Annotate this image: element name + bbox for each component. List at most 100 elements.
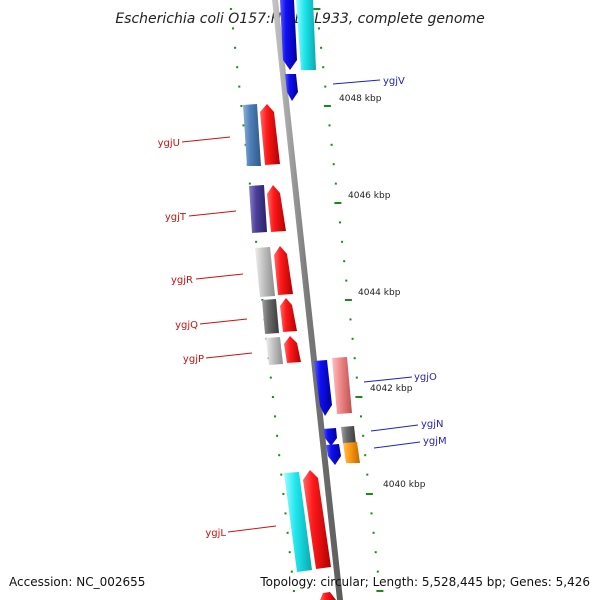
- label-leader-line: [195, 273, 244, 280]
- genome-backbone: [272, 0, 343, 600]
- ring-tick: [290, 570, 293, 573]
- ring-tick: [280, 473, 283, 476]
- gene-arrow-reverse: [303, 470, 331, 569]
- ring-tick: [365, 493, 373, 495]
- ring-tick: [269, 376, 272, 379]
- gene-arrow-forward: [332, 357, 352, 414]
- ring-tick: [324, 85, 327, 88]
- ring-tick: [360, 415, 362, 418]
- label-leader-line: [227, 525, 277, 533]
- ring-tick: [332, 163, 335, 166]
- gene-arrow-forward: [341, 426, 356, 444]
- gene-arrow-reverse: [284, 336, 301, 363]
- ring-tick: [355, 396, 363, 398]
- gene-arrow-reverse: [243, 104, 261, 166]
- gene-arrow-reverse: [266, 337, 283, 365]
- gene-arrow-reverse: [260, 104, 280, 165]
- ring-tick: [238, 85, 241, 88]
- gene-label-ygjT: ygjT: [165, 212, 187, 223]
- label-leader-line: [373, 441, 421, 449]
- gene-arrow-forward: [326, 444, 341, 465]
- ring-tick: [366, 473, 369, 476]
- ring-tick: [355, 376, 358, 379]
- ring-tick: [313, 8, 321, 10]
- gene-label-ygjR: ygjR: [171, 275, 193, 286]
- gene-arrow-reverse: [320, 592, 336, 600]
- gene-arrow-reverse: [280, 298, 297, 332]
- ring-tick: [351, 337, 354, 340]
- ring-tick: [278, 454, 281, 457]
- label-leader-line: [181, 136, 231, 143]
- gene-arrow-forward: [280, 0, 297, 70]
- gene-label-ygjP: ygjP: [183, 354, 204, 365]
- scale-tick-ring: [313, 8, 384, 592]
- ring-tick: [286, 531, 289, 534]
- gene-arrow-reverse: [255, 247, 275, 297]
- ring-tick: [374, 551, 377, 554]
- scale-label: 4048 kbp: [339, 94, 382, 104]
- ring-tick: [271, 396, 274, 398]
- label-leader-line: [363, 376, 413, 383]
- ring-tick: [229, 8, 232, 10]
- gene-arrow-forward: [314, 360, 332, 416]
- scale-label: 4040 kbp: [383, 480, 426, 490]
- gene-arrow-reverse: [284, 472, 312, 572]
- gene-arrow-reverse: [249, 185, 267, 233]
- ring-tick: [334, 182, 337, 185]
- ring-tick: [376, 590, 384, 592]
- ring-tick: [318, 27, 320, 30]
- label-leader-line: [199, 318, 248, 325]
- ring-tick: [274, 415, 276, 418]
- ring-tick: [276, 434, 279, 437]
- ring-tick: [288, 551, 291, 554]
- label-leader-line: [332, 79, 381, 85]
- scale-label: 4044 kbp: [358, 288, 401, 298]
- ring-tick: [372, 531, 375, 534]
- gene-arrow-forward: [285, 74, 298, 101]
- ring-tick: [323, 105, 331, 107]
- label-leader-line: [188, 210, 237, 217]
- ring-tick: [362, 434, 365, 437]
- ring-tick: [320, 46, 323, 49]
- ring-tick: [341, 240, 344, 243]
- ring-tick: [370, 512, 373, 515]
- gene-label-ygjV: ygjV: [383, 76, 405, 87]
- reverse-strand-genes: [243, 104, 336, 600]
- forward-gene-labels: ygjV ygjO ygjN ygjM: [332, 76, 447, 449]
- ring-tick: [284, 512, 287, 515]
- ring-tick: [236, 66, 239, 69]
- gene-arrow-reverse: [262, 299, 279, 334]
- ring-tick: [240, 105, 243, 107]
- gene-label-ygjL: ygjL: [205, 528, 226, 539]
- ring-tick: [349, 318, 352, 321]
- topology-text: Topology: circular; Length: 5,528,445 bp…: [259, 575, 590, 589]
- gene-arrow-reverse: [267, 185, 286, 232]
- accession-text: Accession: NC_002655: [9, 575, 145, 589]
- gene-label-ygjQ: ygjQ: [175, 320, 198, 331]
- ring-tick: [292, 590, 295, 592]
- label-leader-line: [205, 352, 253, 359]
- ring-tick: [376, 570, 379, 573]
- ring-tick: [248, 182, 251, 185]
- ring-tick: [255, 240, 258, 243]
- ring-tick: [244, 143, 247, 146]
- scale-label: 4042 kbp: [370, 384, 413, 394]
- gene-label-ygjN: ygjN: [421, 419, 444, 430]
- gene-label-ygjU: ygjU: [158, 138, 180, 149]
- ring-tick: [282, 493, 285, 495]
- ring-tick: [232, 27, 234, 30]
- gene-arrow-forward: [323, 428, 337, 446]
- gene-label-ygjM: ygjM: [423, 436, 447, 447]
- gene-label-ygjO: ygjO: [414, 372, 437, 383]
- ring-tick: [234, 46, 237, 49]
- gene-arrow-reverse: [274, 246, 293, 295]
- ring-tick: [344, 299, 352, 301]
- reverse-gene-labels: ygjU ygjT ygjR ygjQ ygjP ygjL: [158, 136, 277, 539]
- scale-labels: 4048 kbp 4046 kbp 4044 kbp 4042 kbp 4040…: [339, 94, 426, 490]
- scale-label: 4046 kbp: [348, 191, 391, 201]
- label-leader-line: [370, 424, 419, 432]
- gene-arrow-forward: [296, 0, 316, 70]
- ring-tick: [353, 357, 356, 360]
- ring-tick: [343, 260, 346, 263]
